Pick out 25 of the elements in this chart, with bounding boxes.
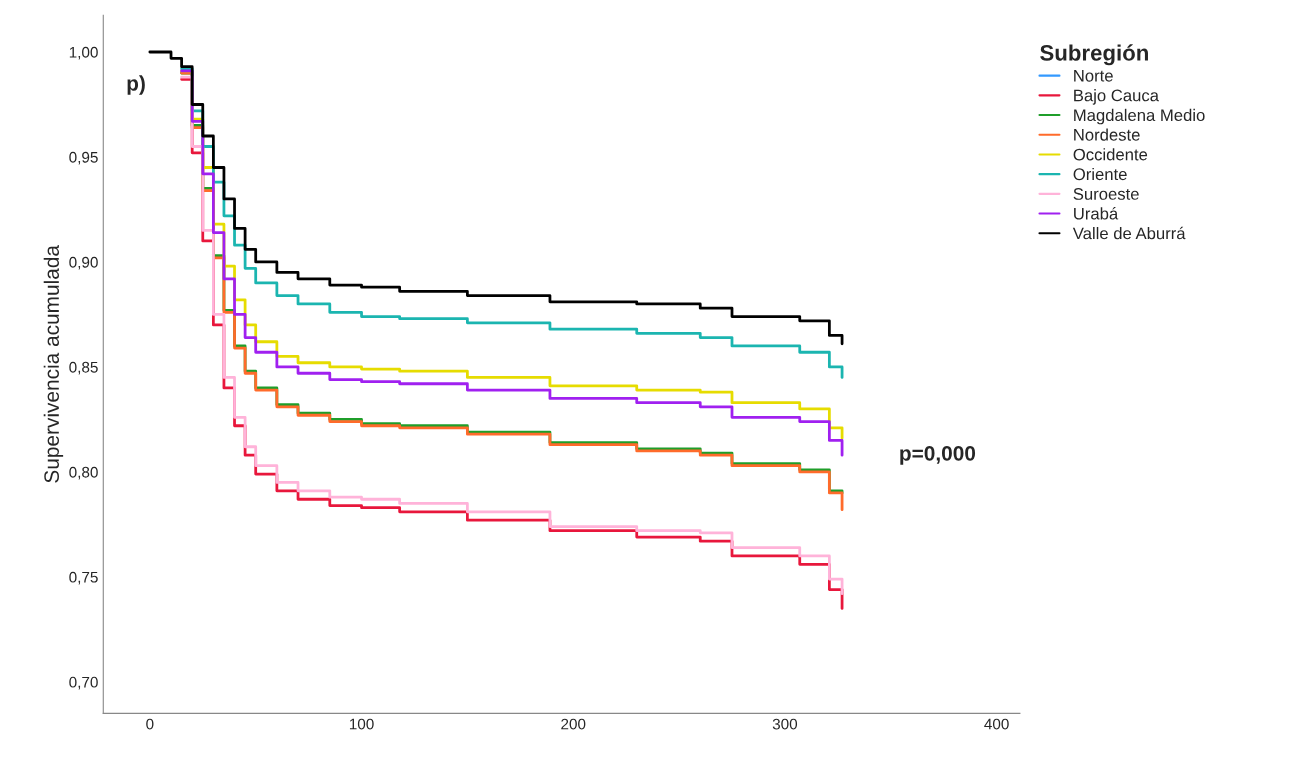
- x-tick-label: 400: [984, 718, 1009, 730]
- legend-label: Magdalena Medio: [1074, 108, 1205, 125]
- legend-label: Valle de Aburrá: [1072, 226, 1186, 240]
- legend-label: Suroeste: [1073, 188, 1139, 200]
- legend-label: Urabá: [1074, 207, 1119, 220]
- annotation: p=0,000: [900, 445, 976, 465]
- legend-title: Subregión: [1040, 44, 1148, 66]
- y-tick-label: 0,90: [69, 256, 98, 270]
- legend-label: Nordeste: [1074, 128, 1140, 141]
- legend-label: Bajo Cauca: [1074, 89, 1159, 105]
- legend-label: Oriente: [1073, 167, 1127, 181]
- legend-label: Norte: [1074, 70, 1113, 82]
- x-tick-label: 200: [561, 718, 586, 730]
- x-tick-label: 100: [349, 718, 374, 730]
- y-tick-label: 0,80: [69, 466, 98, 480]
- x-tick-label: 0: [146, 718, 154, 730]
- y-tick-label: 1,00: [69, 46, 98, 60]
- y-tick-label: 0,85: [69, 361, 98, 375]
- legend-label: Occidente: [1073, 148, 1148, 161]
- y-tick-label: 0,75: [69, 571, 98, 585]
- annotation: p): [127, 75, 145, 95]
- y-tick-label: 0,95: [69, 151, 98, 165]
- y-axis-title: Supervivencia acumulada: [43, 245, 64, 483]
- x-tick-label: 300: [772, 718, 798, 730]
- y-tick-label: 0,70: [69, 676, 98, 690]
